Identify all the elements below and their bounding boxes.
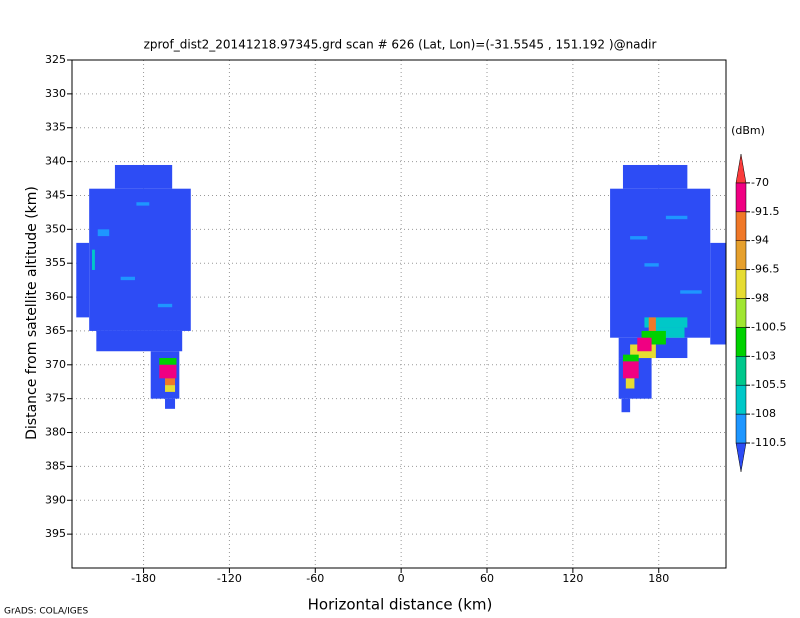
cell <box>680 290 702 294</box>
cell <box>165 385 176 392</box>
cell <box>651 327 685 338</box>
cell <box>120 276 135 281</box>
cell <box>622 164 688 189</box>
x-tick-label: 120 <box>562 572 583 585</box>
cell <box>648 317 656 331</box>
colorbar-label: -94 <box>751 234 769 247</box>
colorbar-label: -91.5 <box>751 205 779 218</box>
x-tick-label: -180 <box>131 572 156 585</box>
colorbar-label: -70 <box>751 176 769 189</box>
y-axis-label: Distance from satellite altitude (km) <box>24 186 40 440</box>
y-tick-label: 325 <box>45 53 66 66</box>
colorbar-label: -103 <box>751 349 776 362</box>
cell <box>644 263 659 267</box>
colorbar-label: -105.5 <box>751 378 786 391</box>
cell <box>621 398 631 413</box>
cell <box>665 215 688 220</box>
cell <box>165 378 176 386</box>
colorbar-segment <box>735 211 747 241</box>
colorbar-segment <box>735 384 747 415</box>
colorbar-segment <box>735 327 747 357</box>
colorbar-label: -108 <box>751 407 776 420</box>
colorbar-segment <box>735 413 747 444</box>
cell <box>136 202 150 206</box>
colorbar-label: -110.5 <box>751 436 786 449</box>
footer: GrADS: COLA/IGES <box>4 607 88 617</box>
colorbar-label: -96.5 <box>751 263 779 276</box>
cell <box>96 330 183 352</box>
y-tick-label: 350 <box>45 222 66 235</box>
x-tick-label: 60 <box>480 572 494 585</box>
cell <box>644 317 688 328</box>
cell <box>165 398 176 409</box>
cell <box>76 242 90 318</box>
x-tick-label: 0 <box>398 572 405 585</box>
y-tick-label: 345 <box>45 188 66 201</box>
cell <box>610 188 711 338</box>
cell <box>159 364 177 379</box>
cell <box>622 354 639 362</box>
colorbar-segment <box>735 153 747 184</box>
y-tick-label: 375 <box>45 392 66 405</box>
x-tick-label: 180 <box>648 572 669 585</box>
x-axis-label: Horizontal distance (km) <box>308 596 493 614</box>
colorbar-label: -98 <box>751 292 769 305</box>
y-tick-label: 355 <box>45 256 66 269</box>
cell <box>637 337 652 352</box>
cell <box>710 242 726 345</box>
colorbar-segment <box>735 182 747 213</box>
colorbar-label: -100.5 <box>751 320 786 333</box>
chart-title: zprof_dist2_20141218.97345.grd scan # 62… <box>144 38 657 52</box>
y-tick-label: 395 <box>45 527 66 540</box>
cell <box>625 378 635 389</box>
y-tick-label: 340 <box>45 155 66 168</box>
colorbar-segment <box>735 240 747 270</box>
cell <box>92 249 95 270</box>
y-tick-label: 335 <box>45 121 66 134</box>
colorbar-label: (dBm) <box>731 124 765 137</box>
cell <box>114 164 173 189</box>
colorbar-segment <box>735 298 747 328</box>
y-tick-label: 365 <box>45 324 66 337</box>
x-tick-label: -120 <box>217 572 242 585</box>
cell <box>157 303 173 308</box>
y-tick-label: 380 <box>45 426 66 439</box>
cell <box>89 188 191 331</box>
y-tick-label: 360 <box>45 290 66 303</box>
colorbar-segment <box>735 356 747 386</box>
cell <box>630 236 648 240</box>
colorbar-segment <box>735 269 747 299</box>
plot-frame <box>71 59 727 569</box>
cell <box>159 358 177 365</box>
cell <box>97 229 110 237</box>
cell <box>622 361 639 379</box>
y-tick-label: 370 <box>45 358 66 371</box>
y-tick-label: 385 <box>45 459 66 472</box>
x-tick-label: -60 <box>306 572 324 585</box>
y-tick-label: 390 <box>45 493 66 506</box>
y-tick-label: 330 <box>45 87 66 100</box>
